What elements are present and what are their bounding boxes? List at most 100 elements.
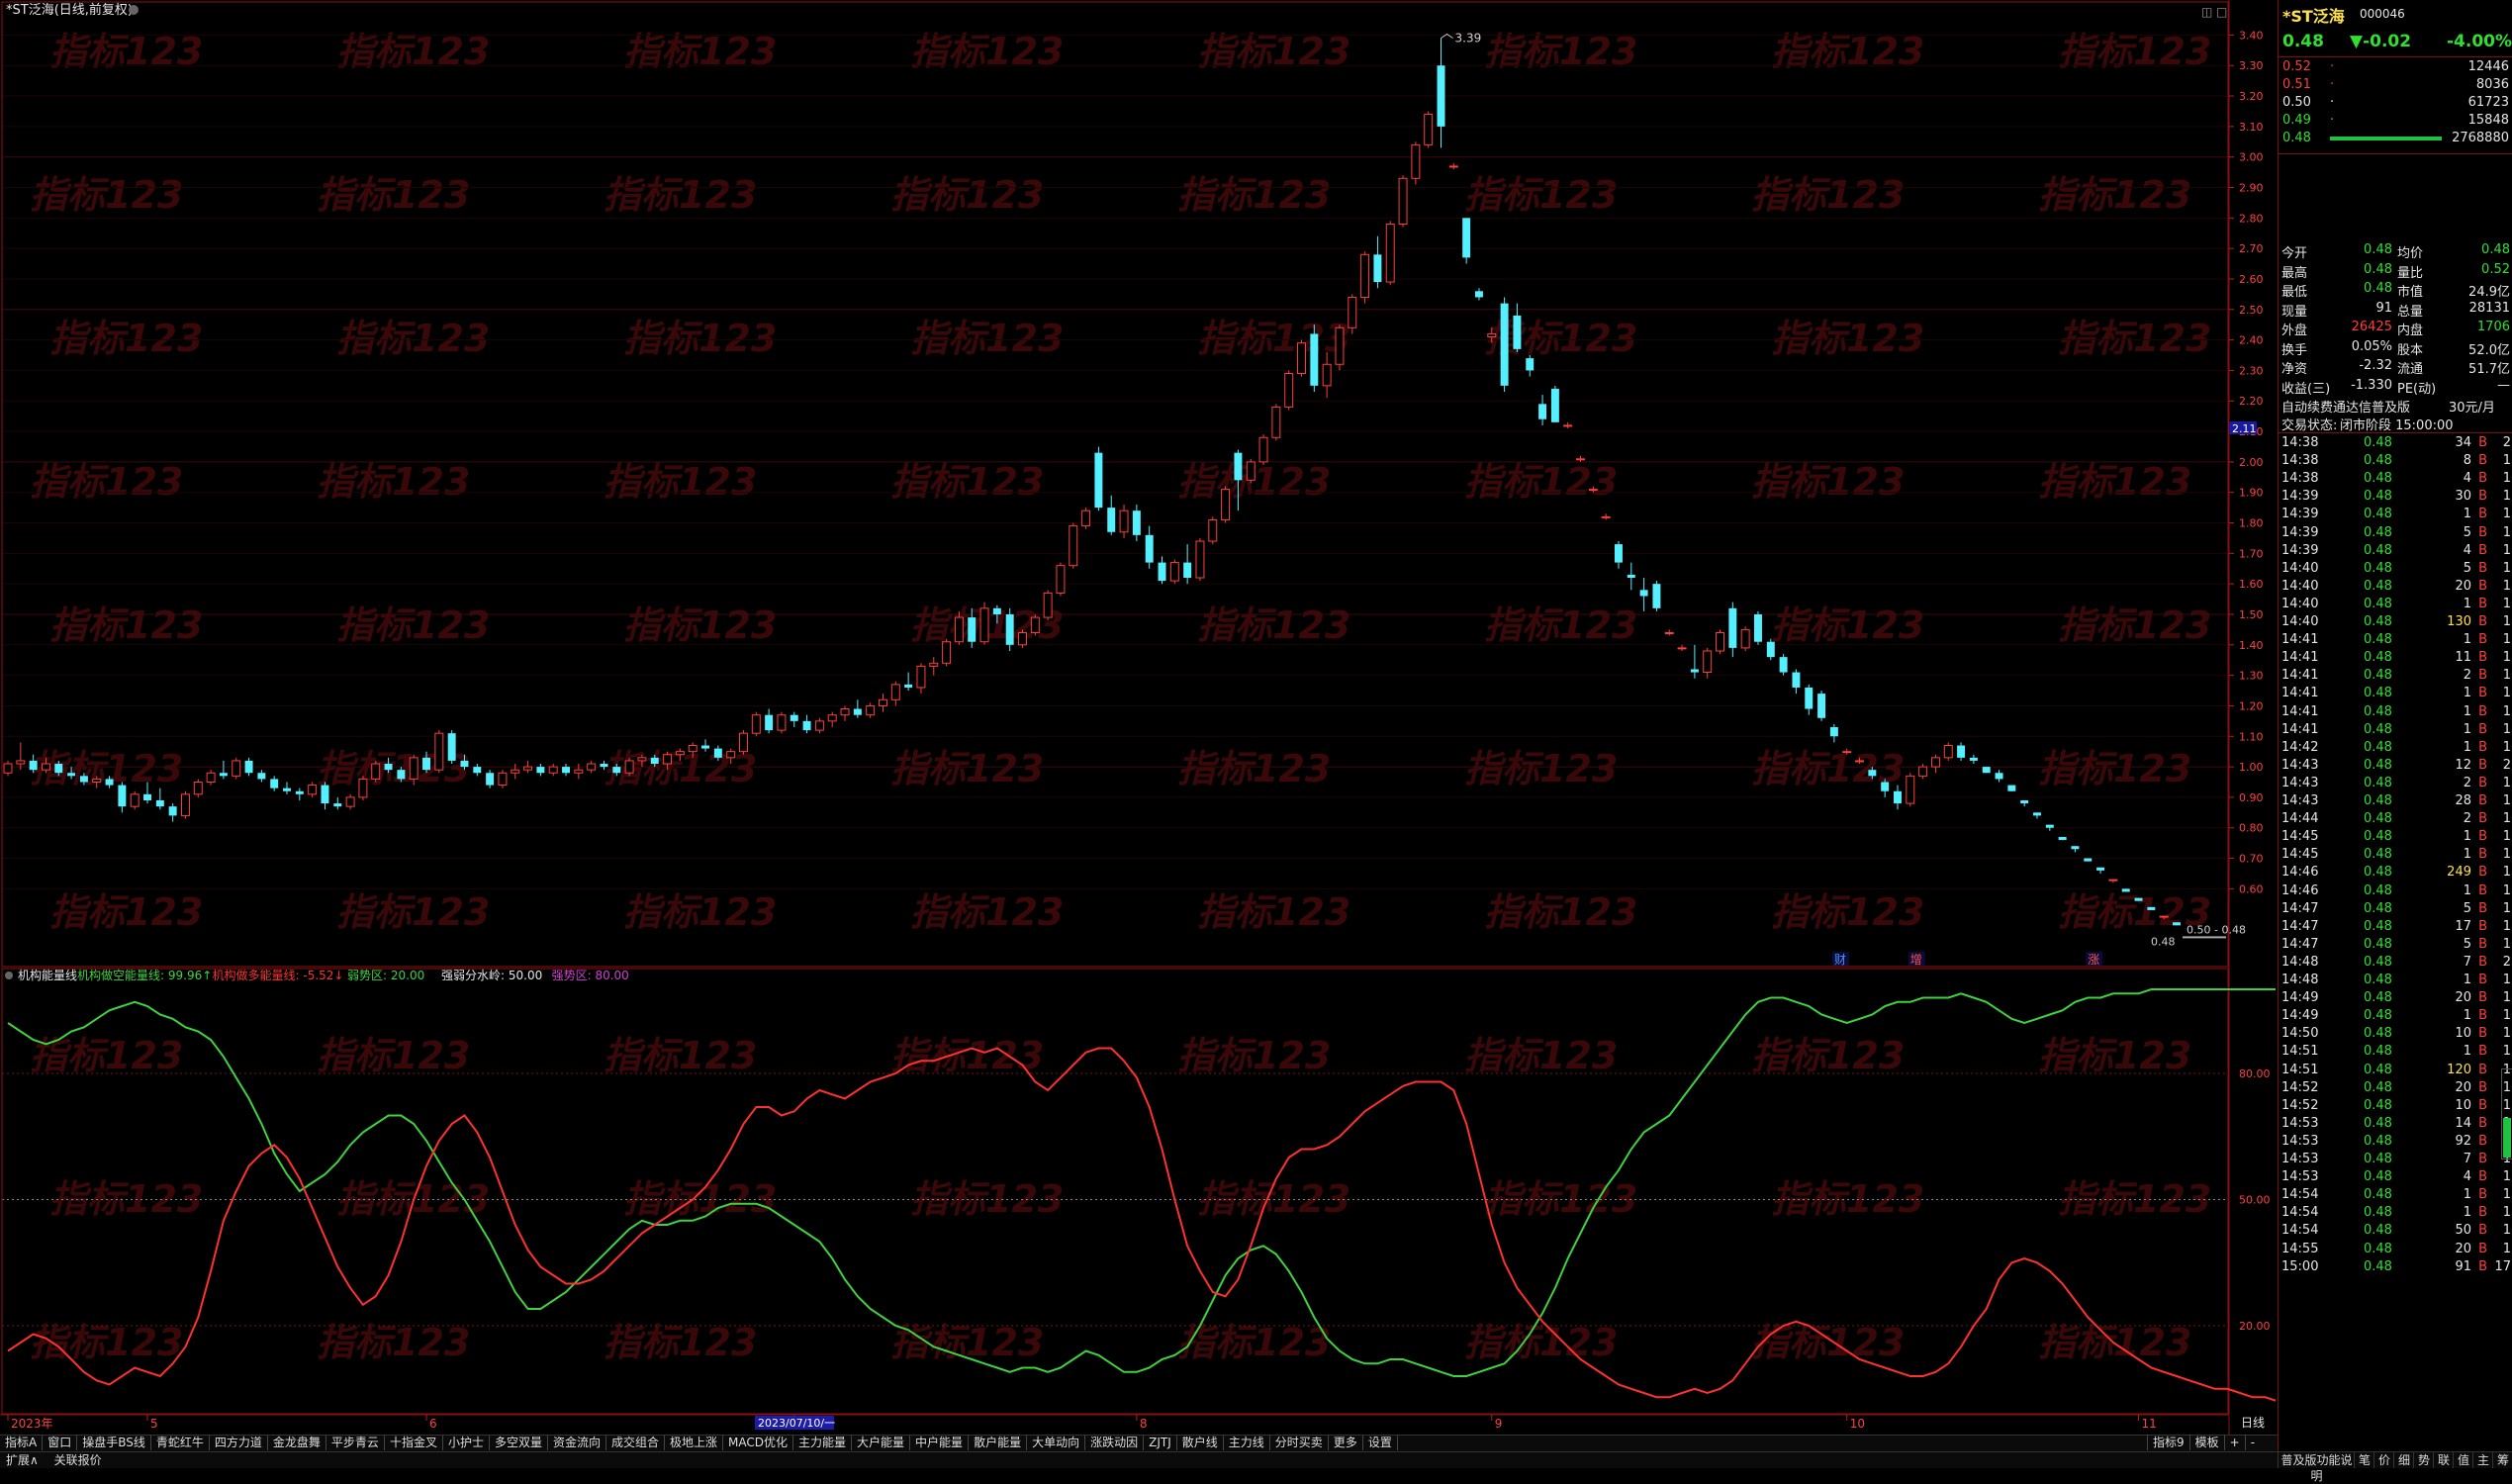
price-tick-label: 3.20 <box>2239 90 2264 103</box>
feature-info-button[interactable]: 普及版功能说明 <box>2278 1452 2355 1483</box>
price-tick-label: 3.00 <box>2239 151 2264 164</box>
candle-body <box>1246 461 1256 481</box>
toolbar-tab[interactable]: 涨跌动因 <box>1085 1436 1145 1450</box>
toolbar-tab[interactable]: 设置 <box>1363 1436 1398 1450</box>
volume-bar <box>2330 137 2442 140</box>
toolbar-right-button[interactable]: 模板 <box>2188 1435 2224 1450</box>
candle-body <box>637 757 647 762</box>
order-book-row[interactable]: 0.52 · 12446 <box>2279 59 2512 76</box>
toolbar-tab[interactable]: 小护士 <box>443 1436 490 1450</box>
candle-body <box>1069 525 1078 567</box>
toolbar-tab[interactable]: 资金流向 <box>548 1436 606 1450</box>
tick-side: B <box>2478 829 2487 845</box>
candle-body <box>1855 760 1865 763</box>
period-label[interactable]: 日线 <box>2241 1416 2265 1430</box>
tick-side: B <box>2478 1205 2487 1221</box>
toolbar-tab[interactable]: 平步青云 <box>326 1436 385 1450</box>
tick-volume: 1 <box>2463 1187 2471 1203</box>
kline-chart[interactable]: 指标123 指标123 指标123 指标123 指标123 指标123 指标123 指标123… <box>0 0 2276 1435</box>
candle-body <box>295 790 304 794</box>
watermark-text: 指标123 <box>336 317 490 360</box>
candle-body <box>371 763 381 780</box>
tick-list[interactable]: 14:38 0.48 34 B 2 14:38 0.48 8 B 1 14:38 0.48 4 B 1 14:… <box>2279 435 2512 1326</box>
toolbar-tab[interactable]: 操盘手BS线 <box>77 1436 151 1450</box>
toolbar-tab[interactable]: 成交组合 <box>606 1436 666 1450</box>
status-tab[interactable]: 细 <box>2393 1452 2414 1468</box>
toolbar-tab[interactable]: 十指金叉 <box>385 1436 443 1450</box>
candle-body <box>1538 404 1547 419</box>
date-tick-label: 10 <box>1850 1417 1865 1431</box>
tick-price: 0.48 <box>2364 954 2392 970</box>
toolbar-tab[interactable]: 主力线 <box>1224 1436 1270 1450</box>
toolbar-right-button[interactable]: + <box>2223 1435 2245 1450</box>
related-quote-button[interactable]: 关联报价 <box>53 1453 102 1467</box>
candle-body <box>232 760 241 777</box>
tick-volume: 17 <box>2455 918 2471 934</box>
toolbar-tab[interactable]: 主力能量 <box>793 1436 853 1450</box>
toolbar-tab[interactable]: 四方力道 <box>210 1436 268 1450</box>
toolbar-tab[interactable]: 极地上涨 <box>665 1436 724 1450</box>
order-book-row[interactable]: 0.50 · 61723 <box>2279 95 2512 112</box>
watermark-text: 指标123 <box>623 317 777 360</box>
indicator-title: 机构能量线 <box>18 968 77 982</box>
status-tab[interactable]: 价 <box>2373 1452 2394 1468</box>
tick-count: 1 <box>2502 578 2511 594</box>
maximize-icon[interactable]: □ <box>2216 5 2227 19</box>
order-volume: 8036 <box>2475 77 2509 92</box>
promo-row[interactable]: 自动续费通达信普及版 30元/月 <box>2279 397 2512 416</box>
order-volume: 15848 <box>2467 113 2509 128</box>
tick-scrollbar[interactable] <box>2501 1068 2512 1159</box>
toolbar-tab[interactable]: 散户线 <box>1177 1436 1224 1450</box>
stats-table: 今开 0.48 均价 0.48 最高 0.48 量比 0.52 最低 0.48 市值 24.9亿 现量 9… <box>2279 242 2512 397</box>
tick-row: 14:40 0.48 20 B 1 <box>2279 579 2512 596</box>
tick-time: 14:39 <box>2281 524 2319 540</box>
date-highlight: 2023/07/10/一 <box>758 1417 835 1430</box>
toolbar-right-button[interactable]: - <box>2244 1435 2260 1450</box>
toolbar-tab[interactable]: 青蛇红牛 <box>151 1436 210 1450</box>
status-tab[interactable]: 笔 <box>2354 1452 2374 1468</box>
order-book-row[interactable]: 0.51 · 8036 <box>2279 77 2512 94</box>
price-axis: 3.40 3.30 3.20 3.10 3.00 2.90 2.80 2.70 2.60 2.50… <box>2229 29 2264 895</box>
candle-body <box>1703 650 1713 674</box>
restore-icon[interactable]: ◫ <box>2201 5 2212 19</box>
tick-time: 14:48 <box>2281 954 2319 970</box>
tick-volume: 2 <box>2463 668 2471 684</box>
title-close-icon[interactable] <box>129 5 139 15</box>
tick-side: B <box>2478 453 2487 469</box>
toolbar-tab[interactable]: 中户能量 <box>910 1436 970 1450</box>
candle-body <box>1982 767 1991 774</box>
toolbar-tab[interactable]: 大单动向 <box>1027 1436 1086 1450</box>
toolbar-tab[interactable]: 指标A <box>0 1436 44 1450</box>
expand-button[interactable]: 扩展∧ <box>6 1453 39 1467</box>
order-book-row[interactable]: 0.49 · 15848 <box>2279 113 2512 130</box>
tick-count: 2 <box>2502 954 2511 970</box>
indicator-tick-label: 20.00 <box>2239 1320 2271 1333</box>
tick-price: 0.48 <box>2364 1152 2392 1166</box>
candle-body <box>2007 785 2016 791</box>
stat-label: 换手 <box>2281 342 2308 358</box>
status-tab[interactable]: 值 <box>2453 1452 2473 1468</box>
status-tab[interactable]: 筹 <box>2492 1452 2512 1468</box>
status-tab[interactable]: 联 <box>2433 1452 2454 1468</box>
toolbar-tab[interactable]: ZJTJ <box>1144 1436 1177 1450</box>
toolbar-tab[interactable]: 大户能量 <box>852 1436 911 1450</box>
tick-count: 1 <box>2502 882 2511 898</box>
tick-time: 14:49 <box>2281 990 2319 1006</box>
toolbar-tab[interactable]: 窗口 <box>43 1436 78 1450</box>
order-book-row[interactable]: 0.48 2768880 <box>2279 131 2512 147</box>
tick-time: 14:40 <box>2281 560 2319 576</box>
status-tab[interactable]: 势 <box>2413 1452 2434 1468</box>
indicator-close-icon[interactable] <box>5 972 13 979</box>
stat-label: 市值 <box>2397 285 2424 300</box>
toolbar-tab[interactable]: 金龙盘舞 <box>268 1436 326 1450</box>
toolbar-tab[interactable]: 分时买卖 <box>1270 1436 1329 1450</box>
toolbar-tab[interactable]: 更多 <box>1329 1436 1363 1450</box>
toolbar-right-button[interactable]: 指标9 <box>2147 1435 2189 1450</box>
status-tab[interactable]: 主 <box>2472 1452 2493 1468</box>
price-tick-label: 1.00 <box>2239 761 2264 774</box>
toolbar-tab[interactable]: 散户能量 <box>969 1436 1028 1450</box>
stock-header: *ST泛海 000046 <box>2279 3 2512 26</box>
toolbar-tab[interactable]: 多空双量 <box>490 1436 548 1450</box>
date-highlight-box <box>755 1416 834 1430</box>
toolbar-tab[interactable]: MACD优化 <box>723 1436 794 1450</box>
